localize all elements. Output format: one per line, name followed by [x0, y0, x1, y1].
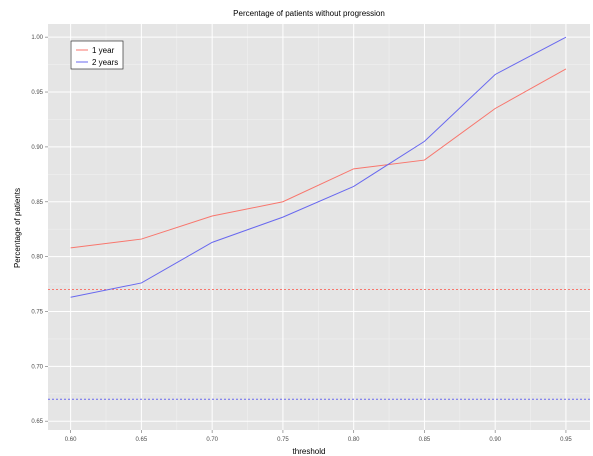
series-lines [70, 36, 567, 298]
legend-label-1-year: 1 year [92, 46, 115, 55]
x-axis-label: threshold [293, 447, 326, 456]
x-tick-label: 0.65 [136, 437, 148, 443]
y-tick-label: 0.80 [31, 255, 43, 261]
y-tick-label: 0.90 [31, 145, 43, 151]
x-tick-label: 0.85 [419, 437, 431, 443]
x-axis-ticks: 0.60 0.65 0.70 0.75 0.80 0.85 0.90 0.95 [65, 430, 572, 443]
plot-background [48, 24, 590, 430]
x-tick-label: 0.75 [277, 437, 289, 443]
x-tick-label: 0.95 [560, 437, 572, 443]
x-tick-label: 0.60 [65, 437, 77, 443]
legend: 1 year 2 years [70, 40, 124, 70]
y-tick-label: 0.65 [31, 419, 43, 425]
y-axis-label: Percentage of patients [13, 188, 22, 268]
chart-title: Percentage of patients without progressi… [233, 9, 385, 18]
legend-label-2-years: 2 years [92, 58, 118, 67]
y-axis-ticks: 0.65 0.70 0.75 0.80 0.85 0.90 0.95 1.00 [31, 35, 48, 425]
series-line-1-year [70, 68, 567, 249]
x-tick-label: 0.70 [206, 437, 218, 443]
legend-box [70, 40, 124, 70]
y-tick-label: 1.00 [31, 35, 43, 41]
x-tick-label: 0.90 [489, 437, 501, 443]
y-tick-label: 0.95 [31, 90, 43, 96]
y-tick-label: 0.75 [31, 309, 43, 315]
series-line-2-years [70, 36, 567, 298]
y-tick-label: 0.70 [31, 364, 43, 370]
y-tick-label: 0.85 [31, 200, 43, 206]
gridlines [48, 24, 590, 430]
x-tick-label: 0.80 [348, 437, 360, 443]
